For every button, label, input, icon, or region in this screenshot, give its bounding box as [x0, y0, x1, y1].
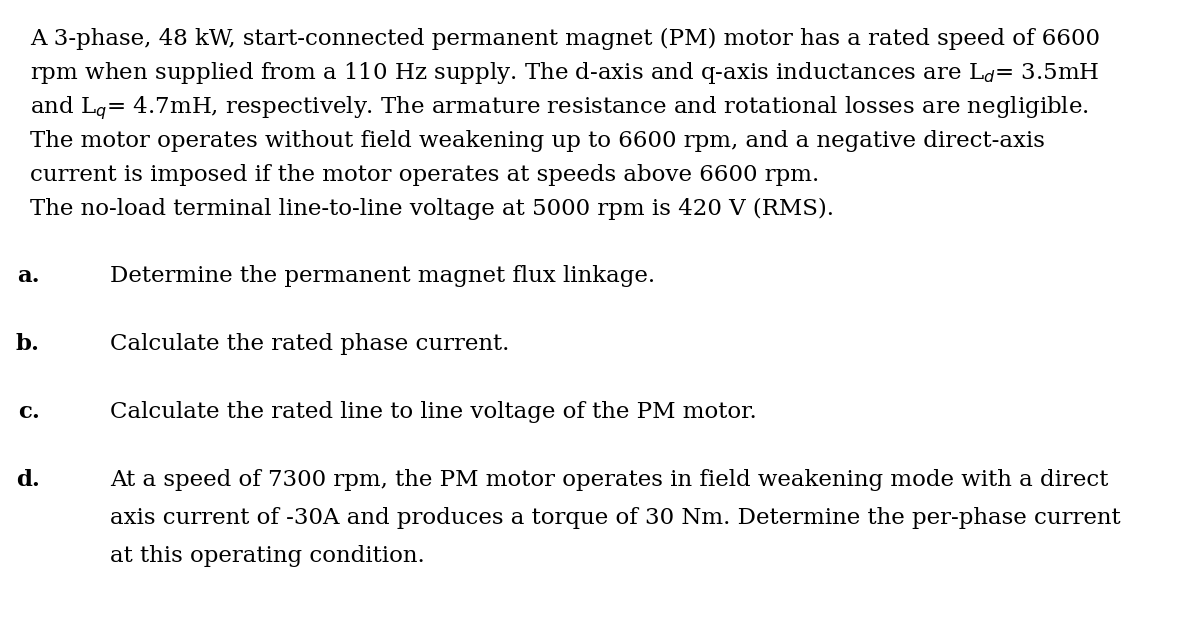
- Text: current is imposed if the motor operates at speeds above 6600 rpm.: current is imposed if the motor operates…: [30, 164, 820, 186]
- Text: Determine the permanent magnet flux linkage.: Determine the permanent magnet flux link…: [110, 265, 655, 287]
- Text: The motor operates without field weakening up to 6600 rpm, and a negative direct: The motor operates without field weakeni…: [30, 130, 1045, 152]
- Text: c.: c.: [18, 401, 40, 423]
- Text: Calculate the rated line to line voltage of the PM motor.: Calculate the rated line to line voltage…: [110, 401, 757, 423]
- Text: d.: d.: [16, 469, 40, 491]
- Text: at this operating condition.: at this operating condition.: [110, 545, 425, 567]
- Text: Calculate the rated phase current.: Calculate the rated phase current.: [110, 334, 509, 355]
- Text: b.: b.: [16, 334, 40, 355]
- Text: rpm when supplied from a 110 Hz supply. The d-axis and q-axis inductances are L$: rpm when supplied from a 110 Hz supply. …: [30, 60, 1099, 86]
- Text: axis current of -30A and produces a torque of 30 Nm. Determine the per-phase cur: axis current of -30A and produces a torq…: [110, 507, 1121, 529]
- Text: A 3-phase, 48 kW, start-connected permanent magnet (PM) motor has a rated speed : A 3-phase, 48 kW, start-connected perman…: [30, 28, 1100, 50]
- Text: and L$_q$= 4.7mH, respectively. The armature resistance and rotational losses ar: and L$_q$= 4.7mH, respectively. The arma…: [30, 95, 1088, 122]
- Text: At a speed of 7300 rpm, the PM motor operates in field weakening mode with a dir: At a speed of 7300 rpm, the PM motor ope…: [110, 469, 1109, 491]
- Text: The no-load terminal line-to-line voltage at 5000 rpm is 420 V (RMS).: The no-load terminal line-to-line voltag…: [30, 198, 834, 220]
- Text: a.: a.: [17, 265, 40, 287]
